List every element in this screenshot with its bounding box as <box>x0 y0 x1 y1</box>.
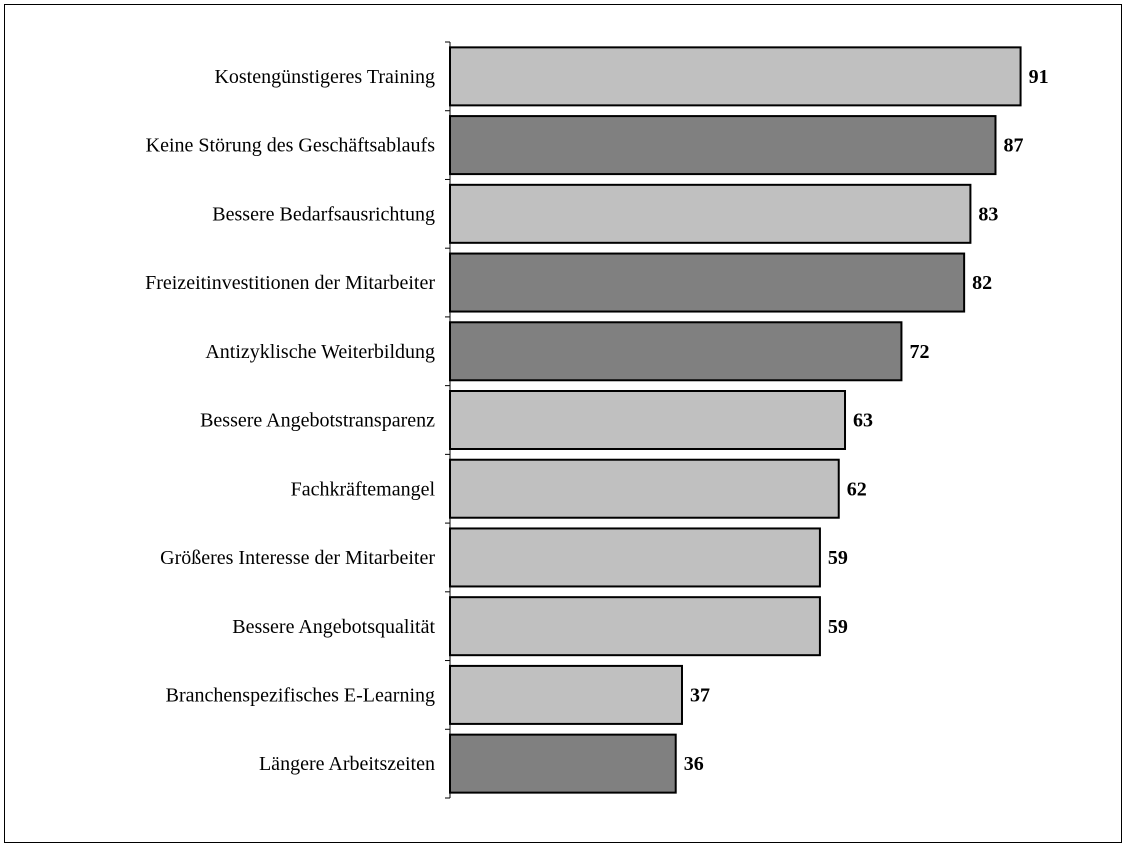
data-label: 59 <box>828 547 848 569</box>
bar <box>449 733 677 794</box>
data-label: 59 <box>828 616 848 638</box>
data-label: 82 <box>972 272 992 294</box>
y-tick-label: Bessere Bedarfsausrichtung <box>212 203 435 225</box>
bar <box>449 664 683 725</box>
bar <box>449 596 821 657</box>
y-tick-label: Längere Arbeitszeiten <box>259 753 435 775</box>
data-label: 83 <box>978 203 998 225</box>
bar <box>449 390 847 450</box>
y-tick-label: Branchenspezifisches E-Learning <box>166 685 435 707</box>
y-tick-label: Größeres Interesse der Mitarbeiter <box>160 547 435 569</box>
data-label: 37 <box>690 685 710 707</box>
y-tick-label: Freizeitinvestitionen der Mitarbeiter <box>145 272 435 294</box>
bar <box>449 252 966 313</box>
bar <box>449 321 903 382</box>
data-label: 63 <box>853 410 873 432</box>
y-tick-label: Bessere Angebotstransparenz <box>200 410 435 432</box>
bar <box>449 115 997 176</box>
y-tick-label: Bessere Angebotsqualität <box>232 616 435 638</box>
data-label: 72 <box>909 341 929 363</box>
y-tick-label: Kostengünstigeres Training <box>214 66 435 88</box>
y-tick-label: Antizyklische Weiterbildung <box>205 341 435 363</box>
data-label: 91 <box>1029 66 1049 88</box>
bar <box>449 183 972 244</box>
bar <box>449 46 1022 107</box>
y-tick-label: Fachkräftemangel <box>291 478 436 500</box>
bar <box>449 527 821 588</box>
data-label: 62 <box>847 478 867 500</box>
bar <box>449 458 840 519</box>
y-tick-label: Keine Störung des Geschäftsablaufs <box>146 135 436 157</box>
data-label: 87 <box>1003 135 1023 157</box>
data-label: 36 <box>684 753 704 775</box>
